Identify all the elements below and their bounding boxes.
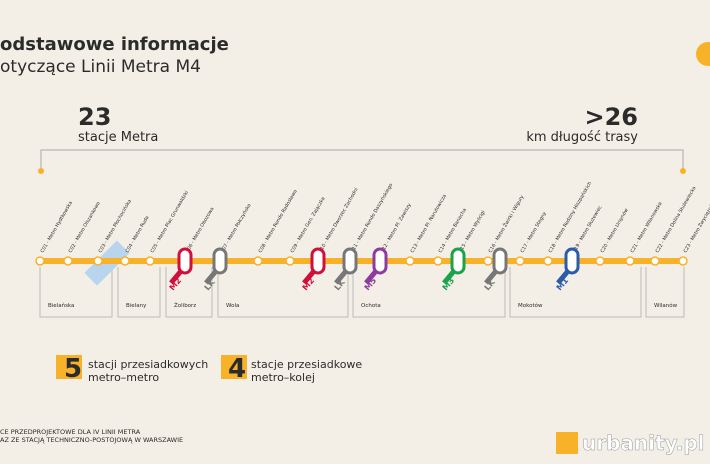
transfer-label: LK <box>203 277 218 292</box>
transfer-label: M2 <box>168 276 184 292</box>
transfer-label: LK <box>333 277 348 292</box>
station <box>145 256 155 266</box>
district-label: Wola <box>226 303 239 309</box>
transfer-branch <box>364 269 378 285</box>
station-label: C06 - Metro Obozowa <box>185 206 216 254</box>
stat-label: km długość trasy <box>526 130 638 145</box>
district-label: Mokotów <box>518 302 543 309</box>
station <box>120 256 130 266</box>
summary-value: 5 <box>64 354 82 384</box>
subtitle: otyczące Linii Metra M4 <box>0 57 201 77</box>
station <box>433 256 443 266</box>
station-label: C07 - Metro Połczyńska <box>219 202 253 254</box>
summary-value: 4 <box>228 354 246 384</box>
transfer-branch <box>169 269 183 285</box>
district-box <box>117 267 161 318</box>
district-label: Wilanów <box>654 302 678 309</box>
station <box>253 256 263 266</box>
transfer-branch <box>204 269 218 285</box>
station-label: C10 - Metro Dworzec Zachodni <box>318 187 360 254</box>
station <box>35 256 45 266</box>
note: AZ ZE STACJĄ TECHNICZNO-POSTOJOWĄ W WARS… <box>0 436 183 444</box>
station <box>543 256 553 266</box>
district-box <box>509 267 642 318</box>
transfer-pill <box>177 247 193 275</box>
station-label: C02 - Metro Olszankowa <box>68 201 102 254</box>
badge <box>221 355 247 379</box>
logo <box>556 432 578 454</box>
summary-text: stacje przesiadkowe <box>251 358 362 371</box>
district-box <box>645 267 685 318</box>
transfer-label: LK <box>483 277 498 292</box>
district-box <box>39 267 113 318</box>
station-label: C18 - Metro Rodziny Hiszpańskich <box>547 180 594 254</box>
transfer-label: M5 <box>363 276 379 292</box>
station-label: C01 - Metro Hydtkowska <box>40 200 74 254</box>
district-box <box>165 267 213 318</box>
station-label: C12 - Metro Pl. Zawiszy <box>380 202 413 254</box>
transfer-branch <box>442 269 456 285</box>
transfer-pill <box>492 247 508 275</box>
badge <box>56 355 82 379</box>
district-box <box>352 267 506 318</box>
station-label: C16 - Metro Żwirki i Wigury <box>487 194 526 254</box>
transfer-label: M1 <box>555 276 571 292</box>
station-label: C20 - Metro Ursynów <box>599 207 630 254</box>
station-label: C05 - Metro Plac Grunwaldzki <box>150 190 190 254</box>
transfer-pill <box>342 247 358 275</box>
district-label: Żoliborz <box>174 302 196 309</box>
stat-label: stacje Metra <box>78 130 158 145</box>
station <box>63 256 73 266</box>
station-label: C17 - Metro Stegny <box>520 211 548 254</box>
transfer-branch <box>556 269 570 285</box>
transfer-branch <box>302 269 316 285</box>
district-label: Bielańska <box>48 302 74 309</box>
station-label: C04 - Metro Ruda <box>125 215 151 254</box>
district-label: Bielany <box>126 303 147 309</box>
summary-text: metro–kolej <box>251 371 315 384</box>
station <box>483 256 493 266</box>
station <box>93 256 103 266</box>
deco-dot <box>696 42 710 66</box>
transfer-pill <box>310 247 326 275</box>
transfer-branch <box>484 269 498 285</box>
transfer-pill <box>372 247 388 275</box>
station <box>625 256 635 266</box>
transfer-label: M2 <box>301 276 317 292</box>
station <box>595 256 605 266</box>
bracket-dot <box>38 168 44 174</box>
station <box>515 256 525 266</box>
bracket-dot <box>680 168 686 174</box>
bracket <box>40 149 684 170</box>
station <box>285 256 295 266</box>
summary-text: stacji przesiadkowych <box>88 358 208 371</box>
transfer-pill <box>564 247 580 275</box>
district-box <box>217 267 349 318</box>
transfer-label: M3 <box>441 276 457 292</box>
transfer-branch <box>334 269 348 285</box>
district-label: Ochota <box>361 303 381 309</box>
note: CE PRZEDPROJEKTOWE DLA IV LINII METRA <box>0 428 141 436</box>
brand: urbanity.pl <box>582 431 705 455</box>
station <box>678 256 688 266</box>
transfer-pill <box>212 247 228 275</box>
station <box>405 256 415 266</box>
station <box>650 256 660 266</box>
transfer-pill <box>450 247 466 275</box>
stat-value: >26 <box>584 103 638 131</box>
title: odstawowe informacje <box>0 34 229 55</box>
stat-value: 23 <box>78 103 111 131</box>
summary-text: metro–metro <box>88 371 159 384</box>
station-label: C08 - Metro Rondo Radosława <box>258 189 299 254</box>
